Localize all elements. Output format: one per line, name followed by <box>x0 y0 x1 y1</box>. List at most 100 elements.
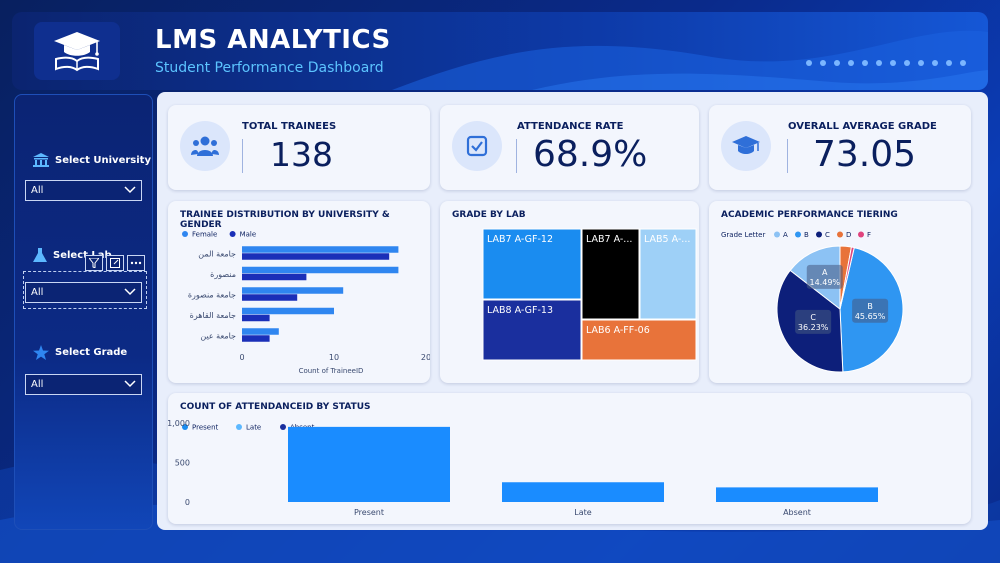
legend-label: Present <box>192 424 219 432</box>
visual-toolbar <box>85 255 145 271</box>
grade-by-lab-svg: LAB7 A-GF-12 LAB8 A-GF-13 LAB7 A-... LAB6 A… <box>482 228 697 361</box>
data-label-letter: C <box>810 313 816 322</box>
bar-male <box>242 314 270 322</box>
legend-marker <box>236 424 242 430</box>
kpi-icon-circle <box>452 121 502 171</box>
treemap-cell <box>639 228 697 320</box>
x-tick-label: Late <box>574 508 591 517</box>
chevron-down-icon <box>124 380 136 388</box>
bar-female <box>242 287 344 294</box>
legend-label: B <box>804 231 809 239</box>
legend-label: Late <box>246 424 261 432</box>
category-label: جامعة المن <box>198 249 236 258</box>
legend-marker <box>280 424 286 430</box>
x-axis-title: Count of TraineeID <box>299 367 364 375</box>
treemap-label: LAB6 A-FF-06 <box>586 325 650 336</box>
chart-attendance-status[interactable]: COUNT OF ATTENDANCEID BY STATUS Present L… <box>168 393 971 524</box>
legend-marker <box>774 231 780 238</box>
main-canvas: TOTAL TRAINEES 138 ATTENDANCE RATE 68.9%… <box>157 92 988 530</box>
graduation-book-icon <box>54 32 100 72</box>
more-options-icon[interactable] <box>127 255 145 271</box>
chevron-down-icon <box>124 186 136 194</box>
legend-marker <box>229 231 236 237</box>
legend-marker <box>182 231 188 237</box>
chevron-down-icon <box>124 288 136 296</box>
legend-label: Male <box>240 231 257 239</box>
kpi-title: TOTAL TRAINEES <box>242 121 337 132</box>
lab-filter-label: Select Lab <box>33 248 112 263</box>
chart-title: TRAINEE DISTRIBUTION BY UNIVERSITY & GEN… <box>180 210 390 230</box>
grade-select[interactable]: All <box>25 374 142 395</box>
attendance-status-svg: PresentLateAbsent05001,000PresentLateAbs… <box>168 419 878 517</box>
x-tick-label: Present <box>354 508 384 517</box>
data-label-bg <box>806 264 843 289</box>
kpi-icon-circle <box>721 121 771 171</box>
legend-label: A <box>783 231 788 239</box>
university-select[interactable]: All <box>25 180 142 201</box>
category-label: جامعة عين <box>200 331 236 340</box>
bar-male <box>242 273 307 281</box>
header-dots <box>806 60 966 66</box>
bar-female <box>242 246 399 253</box>
bar-present <box>288 426 450 502</box>
focus-mode-icon[interactable] <box>106 255 124 271</box>
kpi-title: OVERALL AVERAGE GRADE <box>788 121 937 132</box>
chart-grade-by-lab[interactable]: GRADE BY LAB LAB7 A-GF-12 LAB8 A-GF-13 LAB… <box>440 201 699 383</box>
logo <box>34 22 120 80</box>
graduation-cap-icon <box>732 136 760 154</box>
legend-label: F <box>867 231 871 239</box>
filter-sidebar: Select University All Select Lab All Sel… <box>14 94 153 530</box>
treemap-cell <box>482 228 582 300</box>
kpi-value: 73.05 <box>813 134 917 175</box>
header: LMS ANALYTICS Student Performance Dashbo… <box>12 12 988 90</box>
lab-select[interactable]: All <box>25 282 142 303</box>
kpi-value: 138 <box>270 135 333 174</box>
selected-visual-frame <box>23 271 147 309</box>
users-icon <box>191 136 219 156</box>
bar-female <box>242 307 334 315</box>
bar-male <box>242 294 298 301</box>
chart-trainee-distribution[interactable]: TRAINEE DISTRIBUTION BY UNIVERSITY & GEN… <box>168 201 430 383</box>
bar-female <box>242 266 399 274</box>
category-label: جامعة القاهرة <box>190 311 236 320</box>
kpi-attendance-rate[interactable]: ATTENDANCE RATE 68.9% <box>440 105 699 190</box>
treemap-label: LAB7 A-GF-12 <box>487 234 553 245</box>
header-wave <box>392 30 988 90</box>
filter-icon[interactable] <box>85 255 103 271</box>
kpi-icon-circle <box>180 121 230 171</box>
grade-filter-label: Select Grade <box>33 345 127 360</box>
kpi-total-trainees[interactable]: TOTAL TRAINEES 138 <box>168 105 430 190</box>
legend-marker <box>816 231 822 238</box>
data-label-percent: 14.49% <box>810 278 841 287</box>
data-label-letter: B <box>867 302 873 311</box>
data-label-bg <box>852 298 889 323</box>
university-filter-label: Select University <box>33 153 151 167</box>
treemap-label: LAB7 A-... <box>586 234 632 245</box>
kpi-title: ATTENDANCE RATE <box>517 121 624 132</box>
chart-performance-tiering[interactable]: ACADEMIC PERFORMANCE TIERING Grade Lette… <box>709 201 971 383</box>
star-icon <box>33 345 49 360</box>
chart-title: COUNT OF ATTENDANCEID BY STATUS <box>180 402 371 412</box>
bar-absent <box>716 487 878 502</box>
treemap-cell <box>581 319 697 361</box>
category-label: منصورة <box>210 270 236 279</box>
data-label-percent: 36.23% <box>798 323 829 332</box>
treemap-label: LAB8 A-GF-13 <box>487 305 553 316</box>
data-label-bg <box>795 309 832 334</box>
app-title: LMS ANALYTICS <box>155 25 391 55</box>
university-icon <box>33 153 49 167</box>
bar-female <box>242 328 279 335</box>
data-label-letter: A <box>822 268 828 277</box>
data-label-percent: 45.65% <box>855 312 886 321</box>
x-tick-label: 10 <box>329 353 339 362</box>
y-tick-label: 0 <box>185 498 190 507</box>
legend-title: Grade Letter <box>721 231 765 239</box>
treemap-label: LAB5 A-... <box>644 234 690 245</box>
kpi-average-grade[interactable]: OVERALL AVERAGE GRADE 73.05 <box>709 105 971 190</box>
checkbox-icon <box>466 135 488 157</box>
legend-marker <box>795 231 801 238</box>
bar-late <box>502 482 664 502</box>
bar-male <box>242 253 390 260</box>
y-tick-label: 1,000 <box>168 419 190 428</box>
